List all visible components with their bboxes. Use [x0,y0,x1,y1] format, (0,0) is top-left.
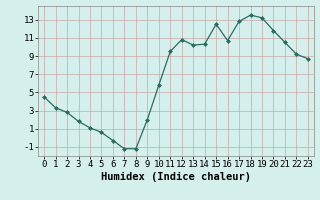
X-axis label: Humidex (Indice chaleur): Humidex (Indice chaleur) [101,172,251,182]
